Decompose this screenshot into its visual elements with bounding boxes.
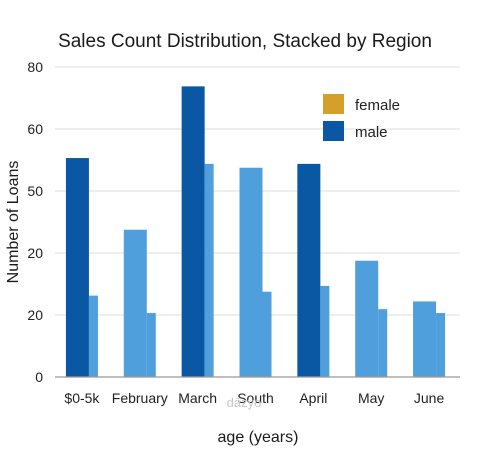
y-tick-label: 20: [27, 245, 43, 261]
x-tick-label: March: [178, 390, 217, 406]
bar-primary: [355, 260, 379, 377]
bar-secondary: [204, 163, 214, 377]
x-tick-labels: $0-5k February March South April May June: [64, 390, 444, 406]
chart-title: Sales Count Distribution, Stacked by Reg…: [58, 31, 432, 52]
legend-label-female: female: [355, 97, 400, 114]
bar-secondary: [378, 309, 388, 377]
x-tick-label: February: [112, 390, 168, 406]
legend-label-male: male: [355, 124, 388, 141]
x-tick-label: June: [414, 390, 445, 406]
x-tick-label: South: [237, 390, 274, 406]
bar-primary: [413, 301, 437, 377]
bar-primary: [65, 158, 89, 377]
y-tick-label: 0: [35, 369, 43, 385]
bar-primary: [297, 163, 321, 377]
bar-primary: [123, 229, 147, 377]
bar-secondary: [320, 285, 330, 377]
legend: female male: [323, 94, 400, 141]
watermark: dāzyo: [227, 395, 262, 410]
x-axis-label: age (years): [218, 429, 299, 446]
y-tick-label: 80: [27, 59, 43, 75]
bar-secondary: [262, 291, 272, 377]
x-tick-label: $0-5k: [64, 390, 100, 406]
bar-secondary: [436, 313, 446, 377]
bar-primary: [181, 86, 205, 377]
y-axis-label: Number of Loans: [5, 161, 22, 284]
x-tick-label: May: [358, 390, 384, 406]
legend-swatch-female: [323, 94, 344, 114]
y-tick-labels: 0 20 20 50 60 80: [27, 59, 43, 385]
bar-secondary: [146, 313, 156, 377]
y-tick-label: 60: [27, 121, 43, 137]
bar-primary: [239, 167, 263, 377]
y-tick-label: 50: [27, 183, 43, 199]
x-tick-label: April: [299, 390, 327, 406]
y-tick-label: 20: [27, 307, 43, 323]
legend-swatch-male: [323, 121, 344, 141]
bars: [65, 86, 446, 377]
bar-secondary: [88, 295, 98, 377]
